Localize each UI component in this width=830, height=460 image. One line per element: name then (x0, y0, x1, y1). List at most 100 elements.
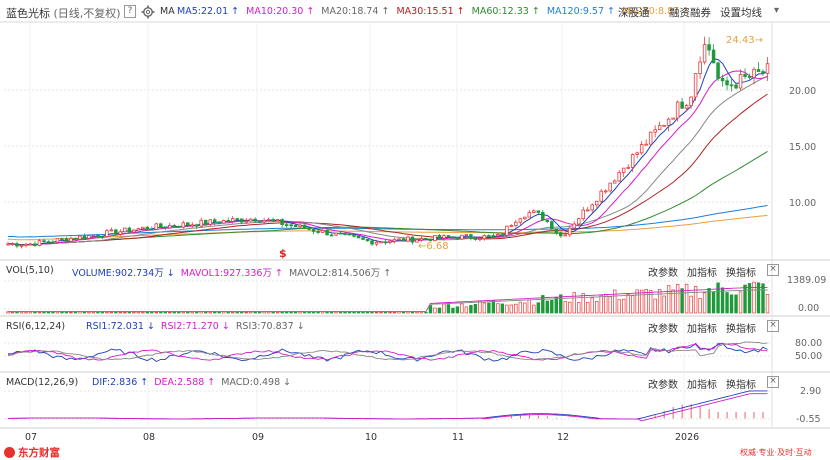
macd-edit-params-button[interactable]: 改参数 (648, 380, 678, 391)
candle-body (711, 49, 716, 64)
vol-edit-params-button[interactable]: 改参数 (648, 268, 678, 279)
candle-body (69, 237, 73, 242)
candle-body (203, 219, 208, 225)
candle-body (46, 241, 51, 243)
candle-body (554, 228, 559, 234)
rsi-switch-indicator-button[interactable]: 换指标 (726, 324, 756, 335)
ma30-line (7, 93, 768, 246)
candle-body (298, 224, 302, 228)
candle-body (608, 182, 612, 192)
link-set-ma[interactable]: 设置均线 (720, 7, 762, 19)
candle-body (388, 240, 392, 243)
candle-body (532, 210, 536, 213)
volume-bar (496, 303, 500, 314)
link-shenggutong[interactable]: 深股通 (618, 7, 650, 19)
volume-bar (720, 287, 725, 314)
candle-body (761, 71, 765, 74)
volume-bar (24, 311, 28, 314)
volume-bar (231, 311, 235, 314)
rsi-edit-params-button[interactable]: 改参数 (648, 324, 678, 335)
rsi-axis-50: 50.00 (795, 351, 823, 362)
candle-body (96, 234, 100, 237)
price-label-15: 15.00 (789, 142, 817, 153)
ma10-line (7, 70, 768, 246)
rsi-values-row: RSI1:72.031 ↓ RSI2:71.270 ↓ RSI3:70.837 ↓ (86, 321, 311, 332)
high-price-value: 24.43 (726, 35, 755, 46)
event-marker-icon[interactable]: $ (279, 247, 287, 260)
candle-body (262, 219, 266, 223)
volume-bar (87, 311, 91, 314)
candle-body (693, 73, 698, 98)
candle-body (109, 229, 114, 232)
ma-value-6: MA250:8.87 ↑ (621, 6, 691, 17)
volume-bar (599, 294, 603, 314)
ma5-line (7, 58, 768, 246)
link-margin-trading[interactable]: 融资融券 (669, 7, 711, 19)
macd-values-row: DIF:2.836 ↑ DEA:2.588 ↑ MACD:0.498 ↓ (92, 377, 297, 388)
candle-body (689, 96, 693, 106)
volume-bar (172, 311, 176, 314)
volume-bar (33, 311, 37, 314)
volume-bar (460, 303, 464, 314)
help-button[interactable]: ? (124, 5, 136, 18)
candle-body (78, 235, 82, 240)
ma-value-3: MA30:15.51 ↑ (396, 6, 465, 17)
volume-bar (527, 299, 532, 314)
volume-bar (590, 297, 594, 314)
candle-body (343, 233, 347, 235)
volume-bar (684, 283, 689, 314)
rsi-add-indicator-button[interactable]: 加指标 (687, 324, 717, 335)
candle-body (460, 234, 464, 240)
candle-body (284, 224, 289, 227)
candle-body (51, 241, 55, 244)
volume-bar (639, 289, 644, 314)
volume-bar (451, 307, 455, 314)
candle-body (680, 101, 684, 109)
candle-body (612, 180, 617, 184)
vol-add-indicator-button[interactable]: 加指标 (687, 268, 717, 279)
chevron-down-icon[interactable]: ▾ (774, 5, 780, 16)
volume-bar (756, 282, 761, 314)
low-price-value: 6.68 (426, 241, 449, 252)
candle-body (572, 223, 577, 229)
vol-panel-name: VOL(5,10) (6, 265, 54, 276)
candle-body (725, 80, 729, 86)
volume-bar (689, 295, 693, 314)
candle-body (437, 234, 442, 239)
ma60-line (7, 150, 768, 246)
volume-bar (442, 303, 446, 314)
candle-body (514, 221, 518, 226)
candle-body (37, 240, 42, 246)
volume-bar (10, 311, 15, 314)
volume-bar (96, 311, 100, 314)
ma-label: MA (160, 6, 175, 17)
candle-body (123, 227, 127, 233)
macd-close-icon[interactable]: × (767, 376, 779, 388)
candle-body (244, 220, 248, 223)
volume-bar (554, 297, 558, 314)
candle-body (657, 125, 662, 131)
price-label-10: 10.00 (789, 198, 817, 209)
candle-body (239, 218, 244, 223)
volume-bar (671, 289, 675, 314)
candle-body (6, 243, 10, 246)
volume-bar (455, 306, 460, 314)
ma-value-0: MA5:22.01 ↑ (177, 6, 240, 17)
candle-body (603, 190, 608, 193)
rsi-close-icon[interactable]: × (767, 320, 779, 332)
candle-body (150, 228, 154, 231)
candle-body (509, 225, 514, 227)
candle-body (177, 226, 181, 228)
candle-body (599, 190, 603, 202)
gear-icon[interactable] (141, 4, 155, 19)
candle-body (455, 236, 460, 240)
macd-switch-indicator-button[interactable]: 换指标 (726, 380, 756, 391)
volume-bar (123, 311, 127, 314)
candle-body (518, 218, 523, 223)
candle-body (280, 219, 284, 226)
vol-switch-indicator-button[interactable]: 换指标 (726, 268, 756, 279)
vol-close-icon[interactable]: × (767, 264, 779, 276)
volume-bar (680, 288, 684, 314)
macd-add-indicator-button[interactable]: 加指标 (687, 380, 717, 391)
candle-body (401, 238, 406, 242)
